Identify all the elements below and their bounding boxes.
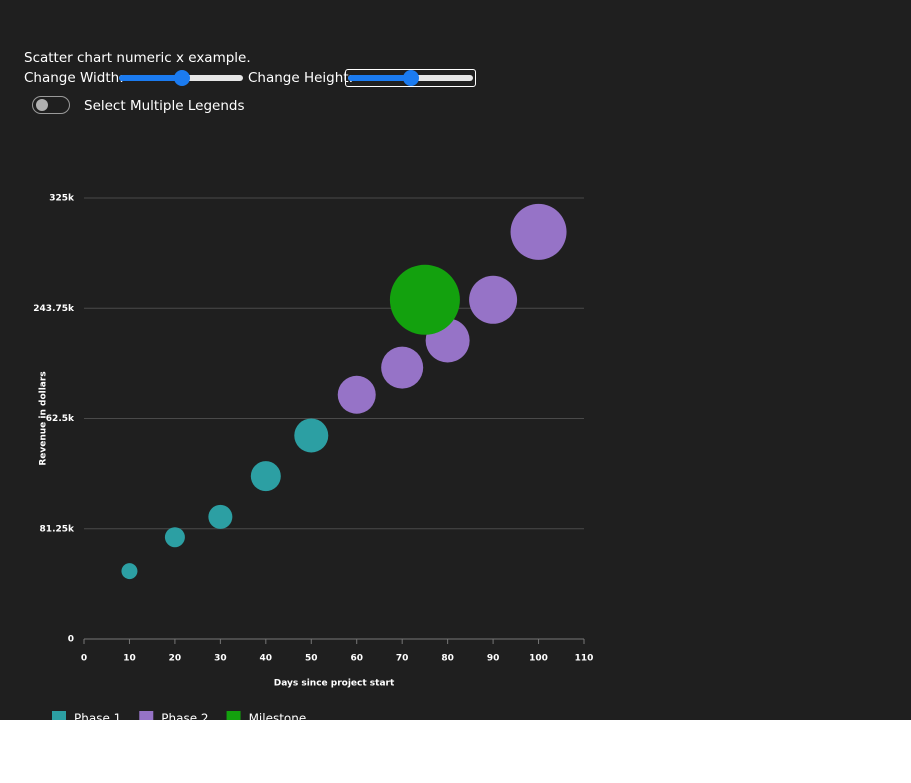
legend-toggle[interactable] — [32, 96, 70, 114]
y-tick-label: 243.75k — [33, 304, 75, 314]
width-label: Change Width: — [24, 70, 124, 86]
x-tick-label: 20 — [169, 654, 182, 664]
y-tick-label: 325k — [49, 194, 75, 204]
bubble — [208, 504, 233, 529]
chart: 0 81.25k 62.5k 243.75k 325k 0 10 20 30 40 50 60 70 80… — [33, 194, 594, 721]
bubble — [121, 563, 138, 580]
x-axis-title: Days since project start — [274, 679, 395, 689]
app: 0 81.25k 62.5k 243.75k 325k 0 10 20 30 40 50 60 70 80… — [0, 0, 911, 720]
x-tick-label: 40 — [260, 654, 273, 664]
x-tick-label: 80 — [441, 654, 454, 664]
bubble — [337, 375, 376, 414]
x-tick-label: 10 — [123, 654, 136, 664]
bubble — [389, 264, 460, 335]
x-tick-label: 30 — [214, 654, 227, 664]
legend-label[interactable]: Milestone — [249, 712, 307, 721]
x-tick-label: 70 — [396, 654, 409, 664]
x-tick-label: 100 — [529, 654, 548, 664]
height-label: Change Height: — [248, 70, 354, 86]
y-tick-label: 81.25k — [40, 524, 75, 534]
y-axis-title: Revenue in dollars — [39, 371, 49, 465]
x-tick-label: 0 — [81, 654, 87, 664]
legend-swatch — [139, 711, 154, 720]
x-tick-label: 90 — [487, 654, 500, 664]
bubble — [381, 346, 424, 389]
legend-label[interactable]: Phase 1 — [74, 712, 121, 721]
description: Scatter chart numeric x example. — [24, 50, 251, 66]
x-tick-label: 110 — [575, 654, 594, 664]
legend-label[interactable]: Phase 2 — [161, 712, 208, 721]
legend-swatch — [226, 711, 241, 720]
bubble — [469, 275, 518, 324]
bubble — [164, 527, 185, 548]
y-tick-label: 0 — [68, 635, 74, 645]
x-tick-label: 50 — [305, 654, 318, 664]
bubble — [294, 418, 329, 453]
bubble — [510, 203, 567, 260]
y-tick-label: 62.5k — [46, 414, 75, 424]
toggle-label: Select Multiple Legends — [84, 98, 245, 114]
legend-swatch — [52, 711, 66, 720]
width-slider[interactable] — [117, 70, 245, 86]
height-slider[interactable] — [345, 69, 476, 87]
bubble — [250, 461, 281, 492]
x-tick-label: 60 — [350, 654, 363, 664]
